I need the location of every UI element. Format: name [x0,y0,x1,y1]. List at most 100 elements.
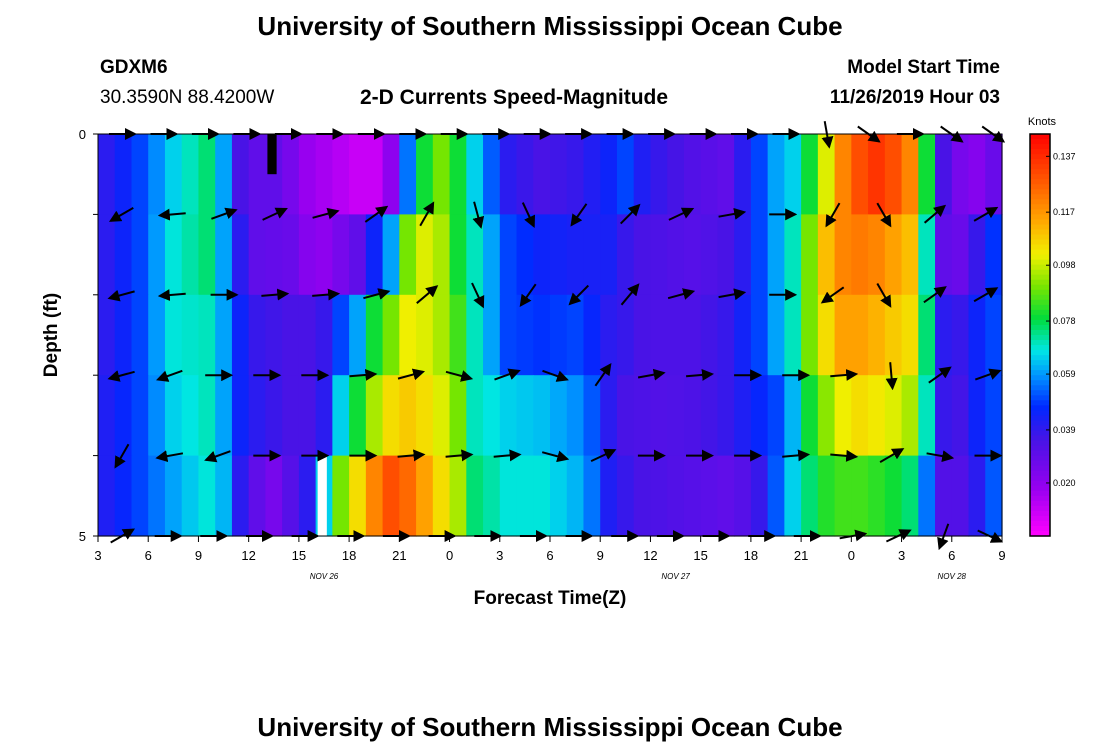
heatmap-cell [432,375,451,457]
heatmap-cell [683,455,702,537]
heatmap-cell [650,214,668,296]
heatmap-cell [215,214,233,296]
heatmap-cell [750,455,769,537]
colorbar-segment [1030,164,1050,170]
heatmap-cell [231,214,250,296]
heatmap-cell [315,375,333,457]
current-vector [494,368,521,381]
heatmap-cell [817,134,836,215]
colorbar-segment [1030,430,1050,437]
heatmap-cell [533,375,551,457]
heatmap-cell [901,294,919,376]
current-vector [471,282,485,309]
heatmap-cell [717,134,735,215]
y-tick-label: 5 [79,529,86,544]
heatmap-cell [633,134,652,215]
heatmap-cell [650,294,668,376]
colorbar-segment [1030,299,1050,306]
heatmap-cell [198,455,216,537]
current-vector [312,207,340,220]
colorbar-segment [1030,480,1050,487]
heatmap-cell [918,455,936,537]
heatmap-cell [466,455,484,537]
colorbar-segment [1030,485,1050,492]
heatmap-cell [784,214,802,296]
colorbar-segment [1030,410,1050,417]
heatmap-cell [550,134,568,215]
colorbar-segment [1030,309,1050,316]
colorbar-tick-label: 0.020 [1053,478,1076,488]
x-tick-label: 18 [342,548,356,563]
heatmap-cell [148,214,166,296]
heatmap-cell [683,294,702,376]
heatmap-cell [164,134,183,215]
axes: 3 6 9 12 15 18 21 0 3 6 9 12 15 18 21 0 3 6 9 NOV 26 NOV 27 N… [79,127,1006,581]
heatmap-cell [164,375,183,457]
heatmap-cell [734,375,752,457]
heatmap-cell [483,455,501,537]
current-vector [312,288,341,301]
current-vector [718,288,747,301]
heatmap-cell [332,214,350,296]
x-axis-title: Forecast Time(Z) [474,588,627,609]
heatmap-cell [968,214,986,296]
heatmap-cell [683,134,702,215]
heatmap-cell [315,134,333,215]
heatmap-cell [700,375,719,457]
heatmap-cell [248,134,267,215]
colorbar-segment [1030,425,1050,432]
current-vector [349,368,378,381]
heatmap-cell [315,214,333,296]
heatmap-cell [98,375,116,457]
x-tick-label: 6 [145,548,152,563]
colorbar-segment [1030,284,1050,291]
date-label: NOV 27 [661,572,690,581]
heatmap-cell [298,134,317,215]
heatmap-cell [181,134,200,215]
heatmap-cell [901,134,919,215]
heatmap-cell [349,214,367,296]
heatmap-cell [583,134,601,215]
heatmap-cell [432,214,451,296]
heatmap-cell [633,455,652,537]
colorbar-segment [1030,159,1050,165]
heatmap-cell [868,134,886,215]
heatmap-cell [265,375,283,457]
heatmap-cell [566,455,585,537]
colorbar-segment [1030,174,1050,180]
heatmap-cell [985,294,1003,376]
station-id: GDXM6 [100,57,168,78]
heatmap-cell [667,214,685,296]
heatmap-cell [449,294,467,376]
heatmap-cell [114,455,133,537]
heatmap-cell [851,214,869,296]
colorbar-segment [1030,455,1050,462]
heatmap-cell [918,214,936,296]
heatmap-cell [616,214,635,296]
heatmap-cell [868,455,886,537]
heatmap-cell [516,134,534,215]
heatmap-cell [683,214,702,296]
heatmap-cell [767,375,785,457]
current-vector [416,285,439,304]
heatmap-cell [750,294,769,376]
x-tick-label: 12 [643,548,657,563]
current-vector [541,450,570,463]
colorbar-segment [1030,304,1050,311]
heatmap-cell [516,455,534,537]
heatmap-cell [750,214,769,296]
colorbar-segment [1030,154,1050,160]
heatmap-cell [231,134,250,215]
heatmap-cell [600,455,618,537]
date-label: NOV 26 [310,572,339,581]
heatmap-cell [935,375,953,457]
heatmap-cell [248,375,267,457]
heatmap-cell [399,375,417,457]
heatmap-cell [131,375,149,457]
heatmap-cell [868,294,886,376]
colorbar-segment [1030,189,1050,195]
heatmap-cell [332,375,350,457]
colorbar-segment [1030,460,1050,467]
colorbar-segment [1030,405,1050,411]
heatmap-cell [834,214,852,296]
